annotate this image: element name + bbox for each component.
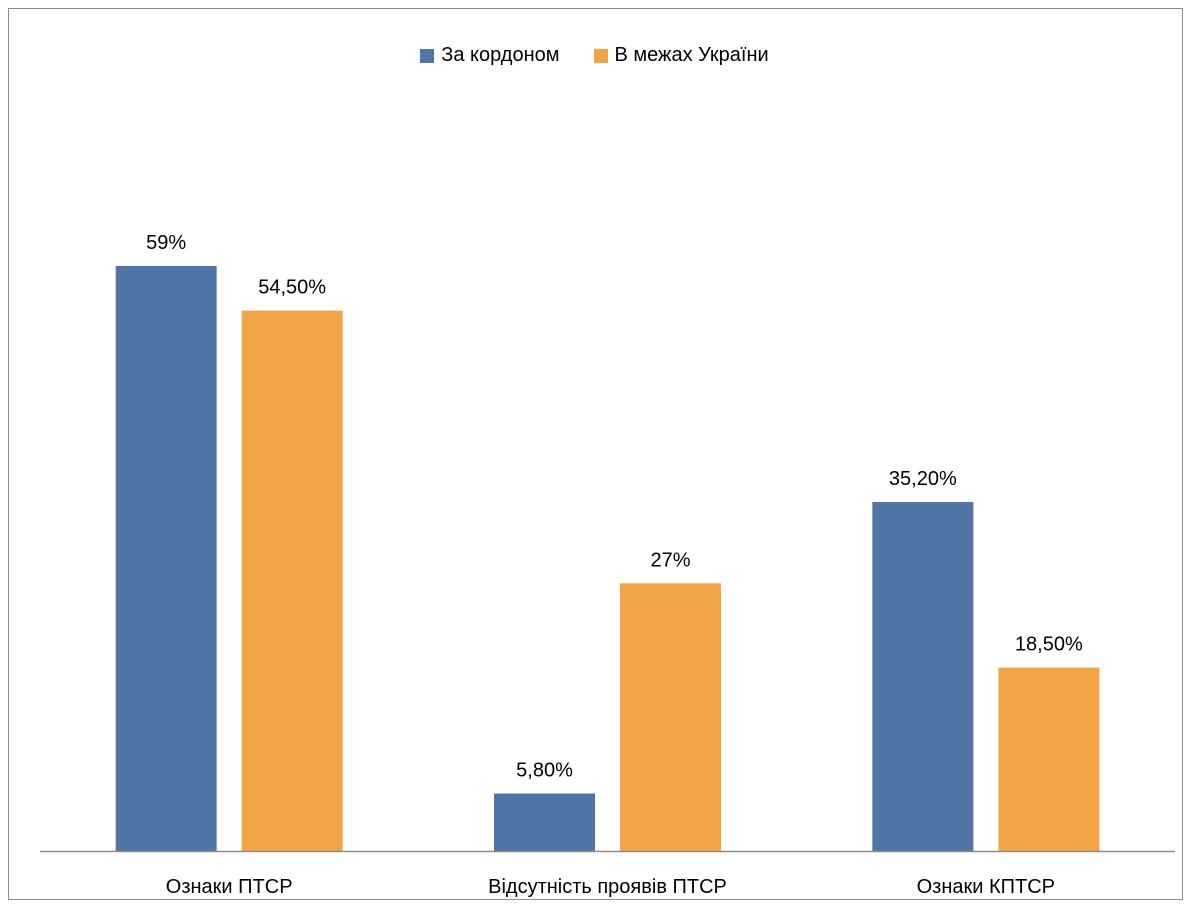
category-label-2: Ознаки КПТСР [917,876,1055,898]
data-label-ukraine-0: 54,50% [258,277,326,299]
bar-abroad-1 [494,793,595,851]
bar-abroad-2 [872,501,974,851]
bar-ukraine-2 [998,667,1100,851]
legend-label-abroad: За кордоном [441,44,560,66]
bar-ukraine-1 [620,583,721,851]
legend-label-ukraine: В межах України [614,44,769,66]
chart-legend: За кордоном В межах України [0,44,1189,67]
legend-swatch-abroad [420,48,435,63]
data-label-ukraine-2: 18,50% [1015,634,1083,656]
category-label-1: Відсутність проявів ПТСР [488,876,727,898]
data-label-ukraine-1: 27% [650,549,690,571]
bar-ukraine-0 [241,310,343,852]
data-label-abroad-0: 59% [146,232,186,254]
category-label-0: Ознаки ПТСР [166,876,293,898]
legend-swatch-ukraine [593,48,608,63]
data-label-abroad-1: 5,80% [516,759,573,781]
bar-abroad-0 [115,265,217,851]
legend-item-abroad: За кордоном [420,44,560,67]
data-label-abroad-2: 35,20% [889,468,957,490]
legend-item-ukraine: В межах України [593,44,769,67]
